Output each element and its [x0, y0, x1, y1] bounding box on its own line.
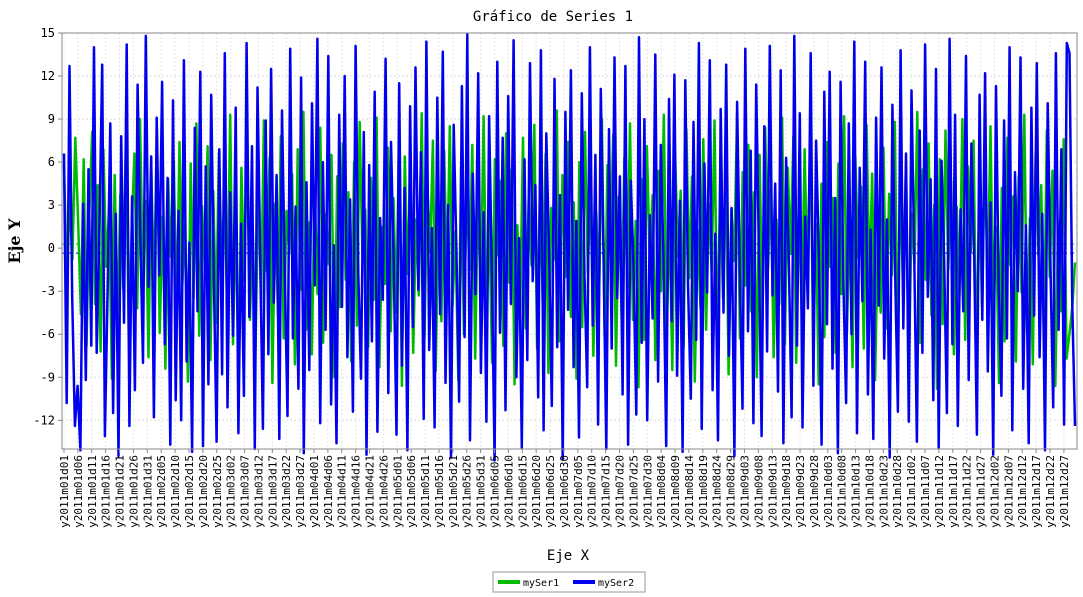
- x-tick-label: y2011m03d27: [294, 455, 307, 528]
- x-tick-label: y2011m05d21: [447, 455, 460, 528]
- legend-swatch-myser2: [573, 580, 595, 584]
- x-tick-label: y2011m06d05: [489, 455, 502, 528]
- x-tick-label: y2011m07d30: [641, 455, 654, 528]
- y-tick-label: 6: [48, 155, 55, 169]
- legend-label-myser2: mySer2: [598, 578, 634, 589]
- x-tick-label: y2011m06d20: [530, 455, 543, 528]
- legend-swatch-myser1: [498, 580, 520, 584]
- x-tick-label: y2011m01d26: [127, 455, 140, 528]
- x-tick-label: y2011m01d11: [86, 455, 99, 528]
- x-tick-label: y2011m09d13: [766, 455, 779, 528]
- x-tick-label: y2011m09d08: [752, 455, 765, 528]
- x-tick-label: y2011m08d29: [725, 455, 738, 528]
- x-tick-label: y2011m12d07: [1002, 455, 1015, 528]
- y-tick-label: -6: [41, 327, 55, 341]
- x-tick-label: y2011m08d14: [683, 455, 696, 528]
- x-tick-label: y2011m11d07: [919, 455, 932, 528]
- x-tick-label: y2011m04d26: [377, 455, 390, 528]
- legend-label-myser1: mySer1: [523, 578, 559, 589]
- y-tick-label: 9: [48, 112, 55, 126]
- x-tick-label: y2011m10d18: [863, 455, 876, 528]
- y-tick-label: 15: [41, 26, 55, 40]
- x-tick-label: y2011m03d07: [239, 455, 252, 528]
- x-tick-label: y2011m09d18: [780, 455, 793, 528]
- x-tick-label: y2011m06d25: [544, 455, 557, 528]
- x-tick-label: y2011m07d15: [600, 455, 613, 528]
- x-tick-label: y2011m05d31: [475, 455, 488, 528]
- y-tick-label: 12: [41, 69, 55, 83]
- x-tick-label: y2011m01d31: [141, 455, 154, 528]
- x-tick-label: y2011m06d30: [558, 455, 571, 528]
- x-tick-label: y2011m02d25: [211, 455, 224, 528]
- x-tick-label: y2011m05d16: [433, 455, 446, 528]
- x-tick-label: y2011m03d12: [252, 455, 265, 528]
- y-axis-label: Eje Y: [5, 218, 24, 264]
- x-tick-label: y2011m07d20: [613, 455, 626, 528]
- x-tick-label: y2011m02d10: [169, 455, 182, 528]
- x-tick-label: y2011m12d22: [1044, 455, 1057, 528]
- x-tick-label: y2011m02d20: [197, 455, 210, 528]
- x-tick-label: y2011m04d16: [350, 455, 363, 528]
- x-tick-label: y2011m03d17: [266, 455, 279, 528]
- x-tick-label: y2011m08d19: [697, 455, 710, 528]
- x-tick-label: y2011m09d03: [738, 455, 751, 528]
- x-tick-label: y2011m06d15: [516, 455, 529, 528]
- x-tick-label: y2011m03d02: [225, 455, 238, 528]
- x-tick-label: y2011m02d15: [183, 455, 196, 528]
- x-tick-label: y2011m11d22: [961, 455, 974, 528]
- x-tick-label: y2011m01d01: [58, 455, 71, 528]
- x-tick-label: y2011m10d03: [822, 455, 835, 528]
- x-tick-label: y2011m02d05: [155, 455, 168, 528]
- x-tick-label: y2011m07d05: [572, 455, 585, 528]
- x-axis-label: Eje X: [547, 548, 590, 564]
- x-tick-label: y2011m11d02: [905, 455, 918, 528]
- x-tick-label: y2011m04d21: [364, 455, 377, 528]
- y-tick-label: 3: [48, 198, 55, 212]
- series-line-myser2: [62, 33, 1077, 462]
- x-tick-label: y2011m11d17: [947, 455, 960, 528]
- x-tick-label: y2011m05d11: [419, 455, 432, 528]
- x-tick-label: y2011m12d27: [1058, 455, 1071, 528]
- x-tick-label: y2011m10d28: [891, 455, 904, 528]
- x-tick-label: y2011m03d22: [280, 455, 293, 528]
- y-tick-label: -3: [41, 284, 55, 298]
- x-tick-label: y2011m11d12: [933, 455, 946, 528]
- y-tick-label: -9: [41, 370, 55, 384]
- x-tick-label: y2011m10d23: [877, 455, 890, 528]
- x-tick-label: y2011m05d01: [391, 455, 404, 528]
- x-tick-label: y2011m07d25: [627, 455, 640, 528]
- x-tick-label: y2011m07d10: [586, 455, 599, 528]
- x-tick-label: y2011m10d08: [836, 455, 849, 528]
- legend: mySer1 mySer2: [492, 571, 646, 593]
- plot-area-border: [61, 32, 1078, 450]
- x-tick-label: y2011m01d06: [72, 455, 85, 528]
- x-tick-label: y2011m12d17: [1030, 455, 1043, 528]
- x-tick-label: y2011m09d28: [808, 455, 821, 528]
- x-tick-label: y2011m11d27: [975, 455, 988, 528]
- x-tick-label: y2011m05d06: [405, 455, 418, 528]
- x-tick-label: y2011m04d01: [308, 455, 321, 528]
- y-tick-label: -12: [33, 413, 55, 427]
- x-tick-label: y2011m12d12: [1016, 455, 1029, 528]
- y-axis: 15 12 9 6 3 0 -3 -6 -9 -12: [33, 26, 62, 427]
- x-tick-label: y2011m01d16: [100, 455, 113, 528]
- x-tick-label: y2011m04d06: [322, 455, 335, 528]
- x-tick-label: y2011m04d11: [336, 455, 349, 528]
- legend-box: [492, 571, 646, 593]
- chart-title: Gráfico de Series 1: [473, 9, 633, 25]
- x-tick-label: y2011m05d26: [461, 455, 474, 528]
- x-tick-label: y2011m08d24: [711, 455, 724, 528]
- x-tick-label: y2011m12d02: [988, 455, 1001, 528]
- x-tick-label: y2011m09d23: [794, 455, 807, 528]
- x-tick-label: y2011m01d21: [114, 455, 127, 528]
- x-tick-label: y2011m08d09: [669, 455, 682, 528]
- series-layer: [62, 33, 1077, 462]
- x-axis: y2011m01d01 y2011m01d06 y2011m01d11 y2011m0…: [58, 449, 1071, 528]
- y-tick-label: 0: [48, 241, 55, 255]
- x-tick-label: y2011m08d04: [655, 455, 668, 528]
- x-tick-label: y2011m06d10: [502, 455, 515, 528]
- x-tick-label: y2011m10d13: [850, 455, 863, 528]
